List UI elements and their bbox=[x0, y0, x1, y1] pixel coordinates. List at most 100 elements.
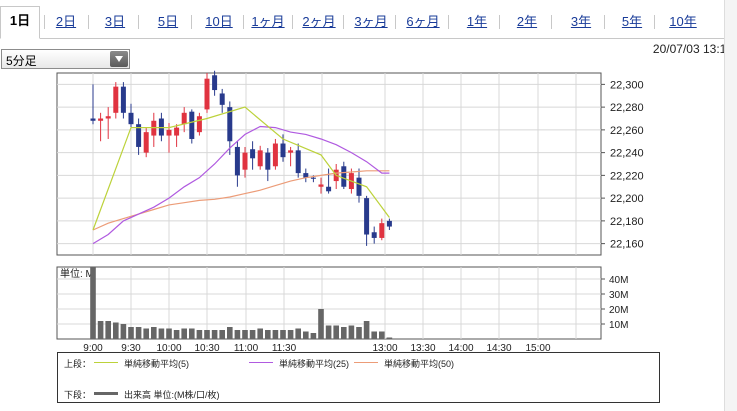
tab-separator bbox=[499, 15, 500, 29]
x-tick-label: 11:00 bbox=[234, 343, 259, 352]
price-tick-label: 22,280 bbox=[610, 102, 644, 114]
candle-body bbox=[143, 132, 149, 153]
volume-bar bbox=[151, 327, 157, 339]
candle-body bbox=[166, 129, 172, 136]
period-tabs: 1日 2日 3日 5日 10日 1ヶ月 2ヶ月 3ヶ月 6ヶ月 1年 2年 3年 5年 10年 bbox=[0, 0, 737, 39]
volume-bar bbox=[135, 327, 142, 339]
tab-8[interactable]: 3ヶ月 bbox=[354, 14, 388, 29]
x-tick-label: 13:00 bbox=[372, 343, 397, 352]
tab-separator bbox=[138, 15, 139, 29]
volume-bar bbox=[295, 328, 301, 339]
volume-bar bbox=[379, 331, 385, 339]
candle-body bbox=[204, 78, 210, 110]
volume-bar bbox=[181, 328, 187, 339]
volume-bar bbox=[227, 327, 233, 339]
candle-body bbox=[265, 152, 271, 170]
candle-body bbox=[318, 184, 324, 187]
volume-bar bbox=[257, 328, 263, 339]
tab-separator bbox=[551, 15, 552, 29]
candle-body bbox=[181, 112, 187, 125]
ma5-line bbox=[92, 106, 390, 231]
candle-body bbox=[379, 223, 385, 238]
tab-14[interactable]: 10年 bbox=[669, 14, 697, 29]
volume-bar bbox=[166, 328, 172, 339]
volume-bar bbox=[113, 322, 119, 339]
page-scrollbar[interactable] bbox=[724, 0, 737, 411]
volume-bar bbox=[265, 330, 271, 339]
interval-select[interactable]: 5分足 bbox=[1, 49, 130, 69]
candle-body bbox=[120, 86, 126, 113]
price-plot-frame bbox=[56, 72, 602, 256]
x-tick-label: 13:30 bbox=[410, 343, 435, 352]
candle-body bbox=[136, 124, 142, 147]
x-tick-label: 9:00 bbox=[83, 343, 103, 352]
tab-separator bbox=[88, 15, 89, 29]
x-tick-label: 9:30 bbox=[121, 343, 141, 352]
candle-body bbox=[128, 112, 134, 125]
volume-bar bbox=[249, 330, 256, 339]
tab-separator bbox=[243, 15, 244, 29]
candle-body bbox=[364, 198, 370, 235]
candle-body bbox=[280, 143, 286, 158]
price-tick-label: 22,180 bbox=[610, 216, 644, 228]
volume-tick-label: 30M bbox=[609, 290, 628, 301]
tab-9[interactable]: 6ヶ月 bbox=[406, 14, 440, 29]
x-tick-label: 15:00 bbox=[525, 343, 550, 352]
tab-12[interactable]: 3年 bbox=[570, 14, 592, 29]
tab-separator bbox=[292, 15, 293, 29]
candle-body bbox=[189, 111, 195, 139]
tab-11[interactable]: 2年 bbox=[516, 14, 538, 29]
candle-body bbox=[386, 220, 392, 227]
volume-bar bbox=[105, 321, 111, 339]
price-tick-label: 22,160 bbox=[610, 239, 644, 251]
price-tick-label: 22,260 bbox=[610, 125, 644, 137]
tab-separator bbox=[44, 15, 45, 29]
x-tick-label: 10:00 bbox=[156, 343, 181, 352]
volume-bar bbox=[325, 325, 332, 339]
legend-lower-label: 下段： bbox=[64, 390, 92, 400]
ma50-line bbox=[92, 170, 390, 231]
tab-3[interactable]: 3日 bbox=[104, 14, 126, 29]
tab-separator bbox=[654, 15, 655, 29]
tab-1[interactable]: 1日 bbox=[0, 6, 40, 39]
legend-label-ma5: 単純移動平均(5) bbox=[124, 359, 189, 369]
candle-body bbox=[234, 146, 240, 176]
volume-bar bbox=[90, 267, 96, 339]
legend-label-volume: 出来高 単位:(M株/口/枚) bbox=[124, 390, 220, 400]
volume-bar bbox=[371, 331, 377, 339]
candle-body bbox=[341, 166, 347, 187]
legend-label-ma25: 単純移動平均(25) bbox=[279, 359, 350, 369]
tab-7[interactable]: 2ヶ月 bbox=[302, 14, 336, 29]
candle-body bbox=[356, 177, 362, 196]
volume-bar bbox=[97, 321, 104, 339]
volume-bar bbox=[310, 333, 317, 339]
tab-separator bbox=[448, 15, 449, 29]
candle-body bbox=[212, 75, 218, 91]
volume-bar bbox=[386, 337, 393, 339]
tab-separator bbox=[395, 15, 396, 29]
tab-6[interactable]: 1ヶ月 bbox=[251, 14, 285, 29]
volume-tick-label: 10M bbox=[609, 320, 628, 331]
tab-10[interactable]: 1年 bbox=[466, 14, 488, 29]
candle-body bbox=[272, 143, 278, 167]
volume-unit-label: 単位: M bbox=[60, 267, 94, 280]
legend-label-ma50: 単純移動平均(50) bbox=[384, 359, 455, 369]
tab-5[interactable]: 10日 bbox=[205, 14, 233, 29]
price-tick-label: 22,200 bbox=[610, 193, 644, 205]
volume-bar bbox=[363, 321, 370, 339]
tab-13[interactable]: 5年 bbox=[621, 14, 643, 29]
volume-bar bbox=[196, 330, 203, 339]
tab-2[interactable]: 2日 bbox=[55, 14, 77, 29]
candle-body bbox=[113, 86, 119, 113]
candle-body bbox=[310, 177, 316, 179]
volume-bar bbox=[348, 325, 355, 339]
volume-bar bbox=[128, 327, 134, 339]
candle-body bbox=[105, 116, 111, 119]
x-tick-label: 11:30 bbox=[272, 343, 297, 352]
chart-datetime: 20/07/03 13:16 bbox=[652, 42, 733, 56]
dropdown-arrow-icon[interactable] bbox=[110, 51, 128, 67]
chart-legend: 上段： 単純移動平均(5) 単純移動平均(25) 単純移動平均(50) 下段： … bbox=[57, 352, 660, 403]
volume-tick-label: 40M bbox=[609, 275, 628, 286]
tab-4[interactable]: 5日 bbox=[157, 14, 179, 29]
interval-select-value: 5分足 bbox=[6, 54, 37, 68]
